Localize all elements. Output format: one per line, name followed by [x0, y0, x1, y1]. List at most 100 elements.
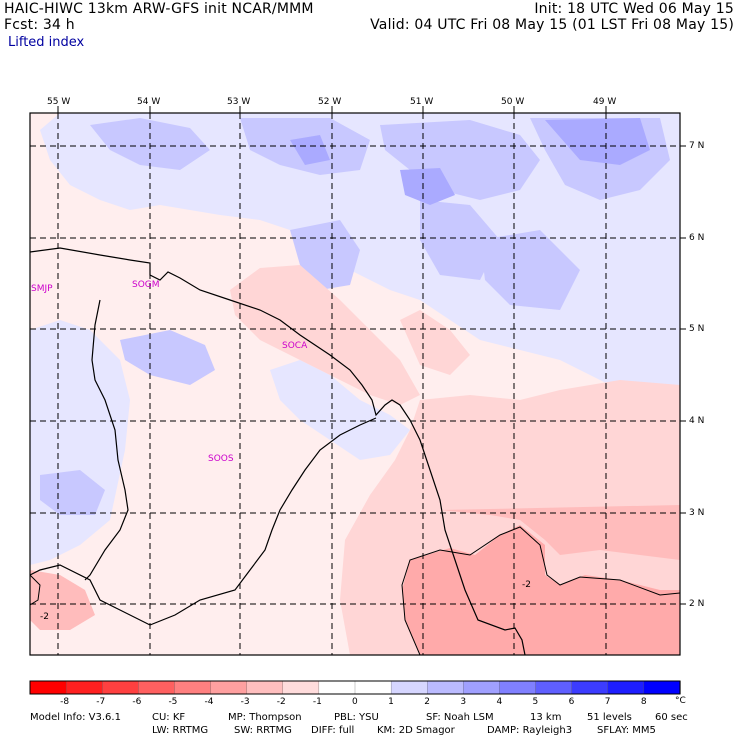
- colorbar-swatch: [427, 680, 464, 695]
- colorbar-swatch: [318, 680, 356, 695]
- colorbar-tick-label: 2: [424, 697, 430, 707]
- colorbar-tick-label: 5: [532, 697, 539, 707]
- plot-frame: [29, 112, 681, 656]
- boundaries: [30, 247, 526, 655]
- blue-region-center: [270, 360, 410, 460]
- colorbar-swatch: [354, 680, 392, 695]
- microphysics-scheme: MP: Thompson: [228, 712, 302, 723]
- pink-region-coast: [230, 265, 420, 405]
- colorbar-swatch: [607, 680, 645, 695]
- colorbar-swatch: [29, 680, 67, 695]
- colorbar-swatches: [29, 680, 681, 695]
- blue3-region-3: [290, 135, 330, 165]
- colorbar-swatch: [571, 680, 609, 695]
- lat-label: 6 N: [689, 233, 705, 243]
- border-guyana-suriname: [84, 299, 129, 581]
- colorbar-swatch: [65, 680, 103, 695]
- pbl-scheme: PBL: YSU: [334, 712, 379, 723]
- lon-label: 50 W: [501, 97, 525, 107]
- colorbar-frame: [29, 680, 681, 695]
- station-label: SMJP: [31, 284, 53, 294]
- surface-layer-option: SFLAY: MM5: [597, 725, 656, 736]
- colorbar-tick-label: -5: [168, 697, 178, 707]
- contour-value-label: -2: [40, 612, 49, 622]
- colorbar-swatch: [102, 680, 139, 695]
- colorbar-tick-label: -7: [96, 697, 106, 707]
- colorbar-tick-label: 7: [604, 697, 611, 707]
- colorbar-swatch: [463, 680, 501, 695]
- station-label: SOOS: [208, 454, 234, 464]
- contour-lines: [30, 526, 680, 655]
- contour-fill: [30, 113, 680, 655]
- surface-scheme: SF: Noah LSM: [426, 712, 494, 723]
- pink-region-upper-east: [400, 310, 470, 375]
- coastline-and-border-west: [30, 247, 526, 655]
- colorbar-tick-label: -4: [204, 697, 214, 707]
- colorbar-tick-label: -3: [240, 697, 250, 707]
- blue2-region-3: [380, 120, 540, 200]
- model-info: Model Info: V3.6.1: [30, 712, 121, 723]
- longwave-scheme: LW: RRTMG: [152, 725, 209, 736]
- forecast-hour: Fcst: 34 h: [4, 17, 75, 33]
- lon-label: 55 W: [47, 97, 71, 107]
- blue2-region-6: [480, 230, 580, 310]
- blue2-region-7: [120, 330, 215, 385]
- station-label: SOGM: [132, 280, 160, 290]
- colorbar-tick-label: -1: [312, 697, 322, 707]
- colorbar-unit: °C: [675, 696, 686, 706]
- station-label: SOCA: [282, 341, 308, 351]
- colorbar-swatch: [499, 680, 537, 695]
- lat-label: 5 N: [689, 324, 705, 334]
- blue-region-north: [40, 113, 680, 430]
- blue2-region-9: [40, 470, 105, 515]
- colorbar-tick-label: 0: [352, 697, 358, 707]
- time-step: 60 sec: [655, 712, 688, 723]
- shortwave-scheme: SW: RRTMG: [234, 725, 292, 736]
- colorbar-tick-label: 6: [568, 697, 575, 707]
- contour-value-label: -2: [522, 580, 531, 590]
- contour-minus2-west: [30, 574, 41, 606]
- red-region-3: [30, 570, 95, 630]
- valid-time: Valid: 04 UTC Fri 08 May 15 (01 LST Fri …: [370, 17, 734, 33]
- contour-minus2-east: [401, 526, 680, 655]
- border-suriname-fg: [30, 417, 377, 626]
- lon-label: 53 W: [227, 97, 251, 107]
- damping-option: DAMP: Rayleigh3: [487, 725, 573, 736]
- lat-label: 3 N: [689, 508, 705, 518]
- resolution: 13 km: [530, 712, 562, 723]
- cumulus-scheme: CU: KF: [152, 712, 186, 723]
- lon-label: 49 W: [593, 97, 617, 107]
- colorbar-swatch: [282, 680, 320, 695]
- lon-label: 51 W: [410, 97, 434, 107]
- colorbar-tick-label: -8: [60, 697, 70, 707]
- lon-label: 52 W: [318, 97, 342, 107]
- colorbar-swatch: [246, 680, 284, 695]
- colorbar-tick-label: 8: [640, 697, 647, 707]
- top-ticks: [57, 106, 607, 113]
- colorbar-tick-label: 3: [460, 697, 467, 707]
- blue3-region-2: [400, 168, 455, 205]
- graticule: [30, 113, 680, 655]
- lat-label: 2 N: [689, 599, 705, 609]
- colorbar-swatch: [138, 680, 176, 695]
- colorbar-tick-label: 4: [496, 697, 503, 707]
- lat-label: 4 N: [689, 416, 705, 426]
- title-line: HAIC-HIWC 13km ARW-GFS init NCAR/MMM: [4, 1, 314, 17]
- blue3-region-1: [545, 118, 650, 165]
- colorbar-tick-label: -6: [132, 697, 142, 707]
- blue2-region-5: [420, 200, 500, 280]
- red-region-1: [402, 525, 680, 655]
- colorbar-swatch: [390, 680, 428, 695]
- vertical-levels: 51 levels: [587, 712, 632, 723]
- diffusion-option: DIFF: full: [311, 725, 355, 736]
- field-name: Lifted index: [8, 35, 85, 50]
- lat-label: 7 N: [689, 141, 705, 151]
- init-time: Init: 18 UTC Wed 06 May 15: [534, 1, 734, 17]
- colorbar-swatch: [210, 680, 248, 695]
- colorbar-swatch: [535, 680, 573, 695]
- lon-label: 54 W: [137, 97, 161, 107]
- colorbar-tick-label: -2: [276, 697, 286, 707]
- red-region-2: [440, 505, 680, 560]
- colorbar-swatch: [174, 680, 212, 695]
